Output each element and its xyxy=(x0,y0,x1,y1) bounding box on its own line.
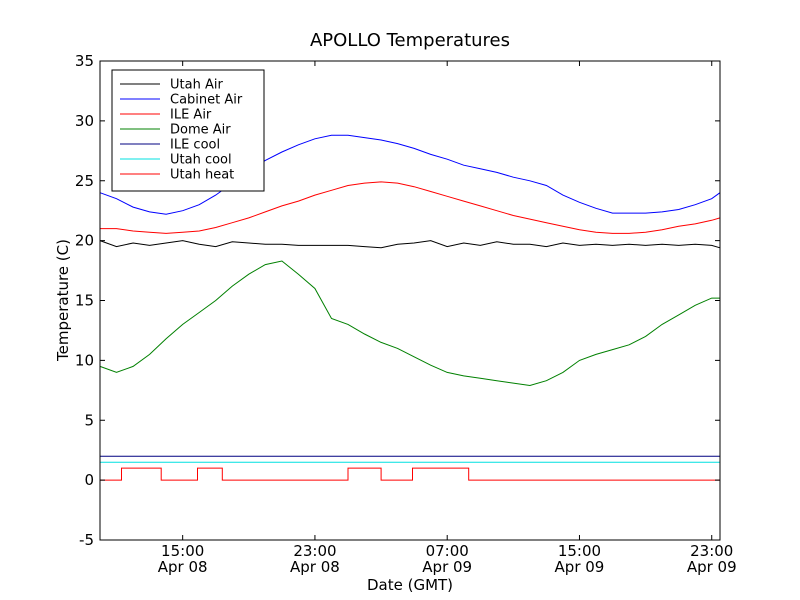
x-tick-label-date: Apr 08 xyxy=(158,558,208,576)
x-tick-label-time: 07:00 xyxy=(426,542,469,560)
y-tick-label: 30 xyxy=(75,112,94,130)
legend-label: Utah Air xyxy=(170,78,223,93)
x-axis-label: Date (GMT) xyxy=(367,576,453,594)
y-tick-label: 10 xyxy=(75,351,94,369)
y-tick-label: 0 xyxy=(84,471,94,489)
y-tick-label: 20 xyxy=(75,232,94,250)
x-tick-label-time: 15:00 xyxy=(558,542,601,560)
series-line-utah-heat xyxy=(100,467,720,481)
legend-label: Utah heat xyxy=(170,168,234,183)
legend-label: Utah cool xyxy=(170,153,232,168)
legend-label: Cabinet Air xyxy=(170,93,243,108)
series-line-cabinet-air xyxy=(99,134,721,215)
series-layer xyxy=(99,134,721,481)
y-tick-label: -5 xyxy=(79,531,94,549)
y-tick-label: 5 xyxy=(84,411,94,429)
y-tick-label: 25 xyxy=(75,172,94,190)
x-tick-label-date: Apr 09 xyxy=(422,558,472,576)
x-tick-label-time: 23:00 xyxy=(690,542,733,560)
legend-label: ILE cool xyxy=(170,138,220,153)
y-tick-label: 15 xyxy=(75,292,94,310)
x-tick-label-date: Apr 09 xyxy=(687,558,737,576)
series-line-ile-air xyxy=(100,181,721,234)
chart-title: APOLLO Temperatures xyxy=(310,30,510,51)
y-axis-label: Temperature (C) xyxy=(54,239,72,362)
series-line-utah-air xyxy=(99,240,721,249)
legend-label: ILE Air xyxy=(170,108,212,123)
x-tick-label-date: Apr 08 xyxy=(290,558,340,576)
series-line-dome-air xyxy=(99,260,720,387)
y-tick-label: 35 xyxy=(75,52,94,70)
legend-label: Dome Air xyxy=(170,123,231,138)
x-tick-label-time: 15:00 xyxy=(161,542,204,560)
x-tick-label-time: 23:00 xyxy=(293,542,336,560)
x-tick-label-date: Apr 09 xyxy=(555,558,605,576)
legend-box xyxy=(111,69,265,192)
